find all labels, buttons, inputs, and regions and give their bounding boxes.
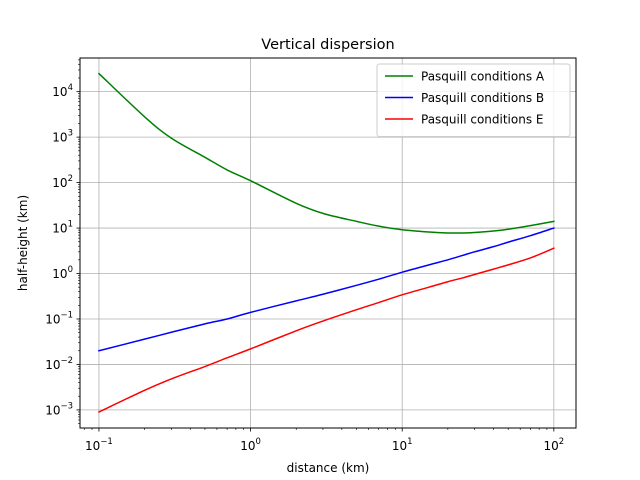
- y-tick-label-exponent: 3: [68, 129, 73, 139]
- y-tick-label-base: 10: [52, 131, 67, 145]
- y-tick-label-base: 10: [45, 312, 60, 326]
- x-axis-title: distance (km): [287, 461, 370, 475]
- series-line-0: [97, 72, 555, 234]
- x-tick-label-base: 10: [85, 439, 100, 453]
- x-tick-label-base: 10: [240, 439, 255, 453]
- legend: Pasquill conditions A Pasquill conditions…: [376, 63, 571, 137]
- y-tick-label: 103: [52, 129, 73, 145]
- y-tick-label: 10−1: [45, 310, 73, 326]
- plot-frame: [79, 57, 577, 429]
- x-tick-label: 100: [240, 437, 261, 453]
- plot-lines: [97, 72, 555, 413]
- x-tick-label: 101: [392, 437, 413, 453]
- y-tick-label-base: 10: [52, 267, 67, 281]
- y-tick-label-exponent: −3: [60, 401, 73, 411]
- y-tick-label: 10−3: [45, 401, 73, 417]
- series-line-1: [98, 227, 555, 352]
- series-line-2: [97, 247, 555, 413]
- y-tick-label: 104: [52, 83, 73, 99]
- x-tick-label-exponent: 0: [256, 437, 261, 447]
- y-tick-label-base: 10: [52, 176, 67, 190]
- x-tick-label-base: 10: [392, 439, 407, 453]
- y-tick-label: 100: [52, 265, 73, 281]
- y-tick-label-base: 10: [45, 358, 60, 372]
- y-tick-label-base: 10: [52, 222, 67, 236]
- x-tick-label-exponent: −1: [100, 437, 113, 447]
- x-tick-label-exponent: 1: [407, 437, 412, 447]
- x-tick-label: 102: [543, 437, 564, 453]
- legend-box: [376, 63, 571, 137]
- x-tick-label-base: 10: [543, 439, 558, 453]
- y-tick-label-base: 10: [52, 85, 67, 99]
- y-tick-label-base: 10: [45, 403, 60, 417]
- y-tick-label: 101: [52, 220, 73, 236]
- y-tick-label-exponent: 1: [68, 220, 73, 230]
- y-tick-label-exponent: 4: [68, 83, 73, 93]
- y-axis-title: half-height (km): [16, 195, 30, 291]
- x-tick-label: 10−1: [85, 437, 113, 453]
- legend-label: Pasquill conditions A: [421, 70, 545, 84]
- y-tick-label: 102: [52, 174, 73, 190]
- legend-label: Pasquill conditions E: [421, 113, 543, 127]
- y-tick-label-exponent: 2: [68, 174, 73, 184]
- y-tick-label-exponent: −2: [60, 356, 73, 366]
- y-tick-label-exponent: −1: [60, 310, 73, 320]
- x-tick-label-exponent: 2: [559, 437, 564, 447]
- y-tick-label-exponent: 0: [68, 265, 73, 275]
- y-tick-label: 10−2: [45, 356, 73, 372]
- legend-label: Pasquill conditions B: [421, 91, 544, 105]
- chart-title: Vertical dispersion: [261, 37, 394, 53]
